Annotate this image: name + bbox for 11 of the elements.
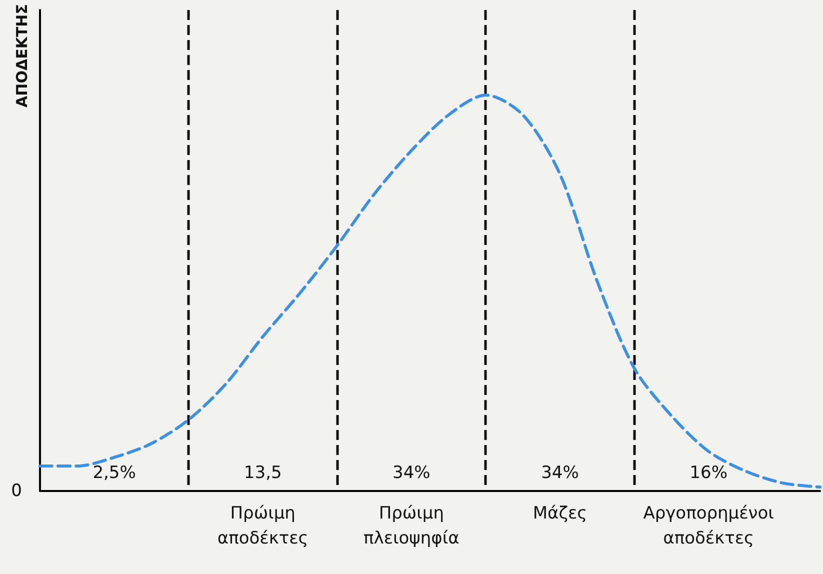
x-tick-label: Αργοπορημένοι αποδέκτες bbox=[643, 504, 774, 548]
annotation: 2,5% bbox=[92, 463, 136, 483]
annotation: 13,5 bbox=[244, 463, 282, 483]
annotation: 16% bbox=[690, 463, 728, 483]
annotation: 34% bbox=[541, 463, 579, 483]
x-tick-label: Πρώιμη αποδέκτες bbox=[217, 504, 308, 548]
annotation: 34% bbox=[392, 463, 430, 483]
x-tick-label: Πρώιμη πλειοψηφία bbox=[364, 504, 460, 548]
y-axis-title: ΑΠΟΔΕΚΤΗΣ bbox=[13, 4, 31, 108]
text: 0 bbox=[11, 481, 22, 501]
x-tick-label: Μάζες bbox=[532, 504, 588, 524]
